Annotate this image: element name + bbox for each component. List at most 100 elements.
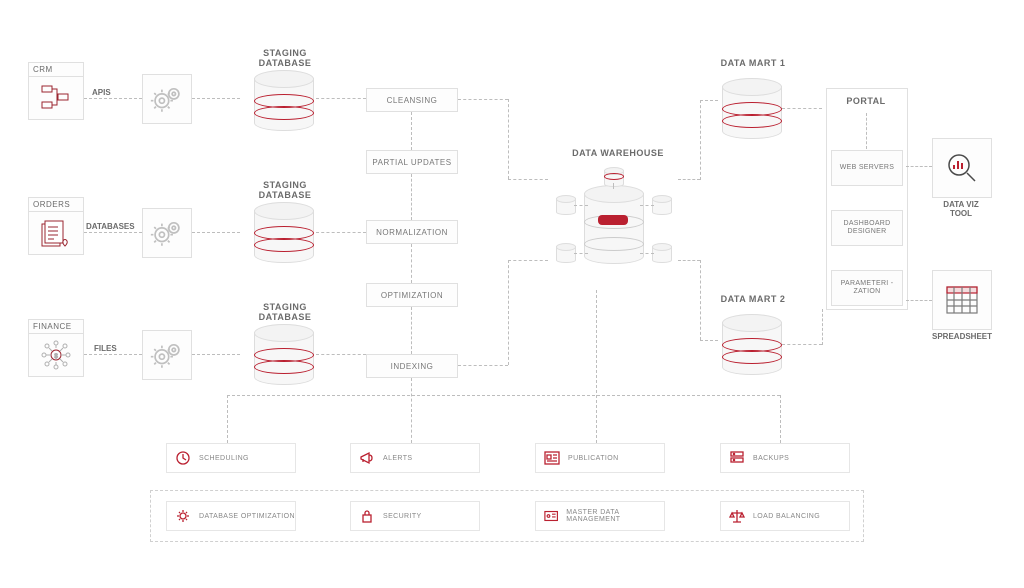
- warehouse-label: DATA WAREHOUSE: [558, 148, 678, 158]
- connector: [227, 395, 228, 443]
- gear-icon: [175, 508, 191, 524]
- connector: [906, 166, 932, 167]
- conn-db-label: DATABASES: [86, 222, 135, 231]
- crm-icon: [29, 77, 83, 119]
- mart2-label: DATA MART 2: [718, 294, 788, 304]
- connector: [678, 179, 700, 180]
- source-crm-title: CRM: [29, 63, 83, 77]
- connector: [866, 113, 867, 149]
- connector: [700, 100, 718, 101]
- ops-backups: BACKUPS: [720, 443, 850, 473]
- data-warehouse: [548, 165, 678, 285]
- connector: [782, 344, 822, 345]
- staging-db-1: [254, 70, 312, 132]
- ops-publication-label: PUBLICATION: [568, 455, 619, 462]
- id-card-icon: [544, 508, 558, 524]
- svg-text:$: $: [54, 354, 58, 360]
- ops-alerts-label: ALERTS: [383, 455, 413, 462]
- portal-dash: DASHBOARD DESIGNER: [831, 210, 903, 246]
- etl-normalization: NORMALIZATION: [366, 220, 458, 244]
- ops-mdm: MASTER DATA MANAGEMENT: [535, 501, 665, 531]
- connector: [192, 98, 240, 99]
- connector: [192, 354, 240, 355]
- ops-scheduling-label: SCHEDULING: [199, 455, 249, 462]
- data-mart-1: [722, 78, 780, 140]
- connector: [508, 179, 548, 180]
- portal-web: WEB SERVERS: [831, 150, 903, 186]
- data-mart-2: [722, 314, 780, 376]
- gears-finance: [142, 330, 192, 380]
- newspaper-icon: [544, 450, 560, 466]
- connector: [411, 174, 412, 220]
- megaphone-icon: [359, 450, 375, 466]
- conn-files-label: FILES: [94, 344, 117, 353]
- connector: [316, 232, 366, 233]
- clock-icon: [175, 450, 191, 466]
- connector: [700, 100, 701, 180]
- staging-db-label-2: STAGING DATABASE: [250, 180, 320, 200]
- connector: [316, 354, 366, 355]
- connector: [700, 340, 718, 341]
- connector: [84, 98, 142, 99]
- connector: [700, 260, 701, 340]
- connector: [458, 99, 508, 100]
- finance-icon: $: [29, 334, 83, 376]
- staging-db-label-1: STAGING DATABASE: [250, 48, 320, 68]
- etl-partial: PARTIAL UPDATES: [366, 150, 458, 174]
- source-finance: FINANCE $: [28, 319, 84, 377]
- connector: [411, 307, 412, 354]
- connector: [508, 99, 509, 179]
- connector: [596, 290, 597, 443]
- connector: [782, 108, 822, 109]
- connector: [458, 365, 508, 366]
- ops-mdm-label: MASTER DATA MANAGEMENT: [566, 509, 664, 523]
- connector: [411, 378, 412, 443]
- gears-icon: [150, 338, 184, 372]
- gears-icon: [150, 82, 184, 116]
- ops-dbopt-label: DATABASE OPTIMIZATION: [199, 513, 295, 520]
- ops-backups-label: BACKUPS: [753, 455, 789, 462]
- conn-apis-label: APIS: [92, 88, 111, 97]
- output-viz-label: DATA VIZ TOOL: [932, 200, 990, 218]
- connector: [780, 395, 781, 443]
- source-orders-title: ORDERS: [29, 198, 83, 212]
- output-viz: [932, 138, 992, 198]
- chart-magnify-icon: [945, 151, 979, 185]
- ops-lb: LOAD BALANCING: [720, 501, 850, 531]
- connector: [411, 112, 412, 150]
- staging-db-3: [254, 324, 312, 386]
- connector: [192, 232, 240, 233]
- connector: [84, 354, 142, 355]
- portal-title: PORTAL: [826, 96, 906, 106]
- connector: [678, 260, 700, 261]
- mart1-label: DATA MART 1: [718, 58, 788, 68]
- orders-icon: [29, 212, 83, 254]
- connector: [508, 260, 548, 261]
- ops-security: SECURITY: [350, 501, 480, 531]
- ops-alerts: ALERTS: [350, 443, 480, 473]
- diagram-canvas: CRM APIS ORDERS DATABASES: [0, 0, 1024, 588]
- gears-crm: [142, 74, 192, 124]
- ops-lb-label: LOAD BALANCING: [753, 513, 820, 520]
- ops-dbopt: DATABASE OPTIMIZATION: [166, 501, 296, 531]
- connector: [316, 98, 366, 99]
- connector: [822, 309, 823, 345]
- server-icon: [729, 450, 745, 466]
- connector: [84, 232, 142, 233]
- gears-orders: [142, 208, 192, 258]
- connector: [227, 395, 780, 396]
- source-orders: ORDERS: [28, 197, 84, 255]
- output-ss-label: SPREADSHEET: [932, 332, 990, 341]
- etl-cleansing: CLEANSING: [366, 88, 458, 112]
- ops-security-label: SECURITY: [383, 513, 422, 520]
- portal-param: PARAMETERI -ZATION: [831, 270, 903, 306]
- scales-icon: [729, 508, 745, 524]
- gears-icon: [150, 216, 184, 250]
- source-crm: CRM: [28, 62, 84, 120]
- output-spreadsheet: [932, 270, 992, 330]
- spreadsheet-icon: [946, 286, 978, 314]
- staging-db-2: [254, 202, 312, 264]
- ops-publication: PUBLICATION: [535, 443, 665, 473]
- ops-scheduling: SCHEDULING: [166, 443, 296, 473]
- connector: [411, 244, 412, 283]
